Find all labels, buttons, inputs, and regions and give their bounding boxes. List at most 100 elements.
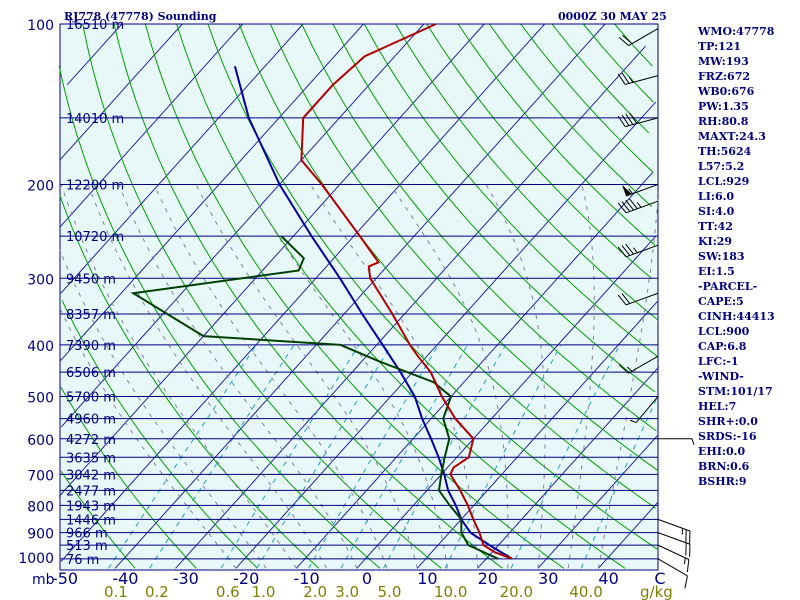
wind-barb-flag [621, 72, 630, 84]
index-item: CAP:6.8 [698, 340, 747, 353]
mixing-ratio-tick-label: 10.0 [434, 583, 467, 600]
index-item: LCL:900 [698, 325, 750, 338]
height-label: 10720 m [66, 230, 124, 245]
wind-barb-flag [686, 559, 690, 573]
index-item: SW:183 [698, 250, 745, 263]
index-item: EHI:0.0 [698, 445, 746, 458]
isobar-lines [60, 23, 658, 560]
mixing-ratio-lines [108, 344, 659, 569]
wind-barb-staff [625, 244, 659, 258]
wind-barb-flag [629, 112, 638, 124]
mixing-ratio-tick-label: 40.0 [569, 583, 602, 600]
temperature-tick-label: 0 [362, 569, 372, 588]
wind-barb [617, 112, 659, 128]
index-item: TT:42 [698, 220, 733, 233]
height-label: 4960 m [66, 413, 116, 428]
wind-barb-flag [618, 36, 629, 46]
index-item: STM:101/17 [698, 385, 773, 398]
moist-adiabat-line [60, 184, 297, 569]
mixing-ratio-tick-label: 0.1 [104, 583, 128, 600]
height-label: 12200 m [66, 178, 124, 193]
height-label: 2477 m [66, 484, 116, 499]
wind-barb-flag [622, 34, 633, 44]
dry-adiabat-line [363, 23, 658, 357]
wind-barb-staff [657, 518, 691, 532]
temperature-tick-label: 40 [598, 569, 618, 588]
wind-barb-staff [635, 396, 659, 423]
dry-adiabat-line [582, 23, 654, 103]
wind-barb-flag [617, 115, 626, 127]
wind-barb-half-flag [683, 557, 686, 565]
isotherm-line [59, 23, 183, 161]
height-label: 16510 m [66, 18, 124, 33]
moist-adiabat-line [195, 184, 418, 569]
wind-barb-flag [621, 114, 630, 126]
mixing-ratio-line [580, 396, 659, 569]
moist-adiabat-line [118, 184, 358, 569]
index-item: L57:5.2 [698, 160, 745, 173]
wind-barb-half-flag [628, 76, 634, 83]
moist-adiabat-line [567, 184, 595, 569]
moist-adiabat-line [597, 184, 660, 569]
pressure-axis-unit: mb [32, 572, 55, 588]
index-item: WMO:47778 [698, 25, 775, 38]
pressure-tick-label: 600 [27, 433, 54, 449]
mixing-ratio-line [108, 344, 257, 569]
temperature-tick-label: 10 [417, 569, 437, 588]
moist-adiabat-line [389, 184, 509, 569]
isotherm-line [60, 23, 304, 294]
index-item: MAXT:24.3 [698, 130, 766, 143]
wind-barb [617, 292, 659, 306]
wind-barb [617, 243, 659, 258]
index-item: RH:80.8 [698, 115, 749, 128]
mixing-ratio-line [149, 344, 295, 569]
chart-title: RJ778 (47778) Sounding [64, 10, 217, 23]
wind-barb-flag [618, 364, 629, 374]
wind-barb-staff [657, 544, 690, 560]
moist-adiabat-line [59, 307, 237, 569]
isotherm-line [59, 23, 244, 228]
temperature-tick-label: -40 [112, 569, 138, 588]
height-label: 1446 m [66, 513, 116, 528]
dry-adiabat-line [60, 386, 197, 569]
wind-barb [657, 558, 688, 589]
index-item: SHR+:0.0 [698, 415, 758, 428]
isotherm-line [296, 172, 653, 569]
mixing-ratio-line [340, 344, 468, 569]
wind-barb [617, 72, 659, 85]
pressure-tick-label: 1000 [18, 551, 54, 567]
mixing-ratio-line [510, 344, 621, 569]
isotherm-line [537, 434, 659, 569]
mixing-ratio-tick-label: 1.0 [252, 583, 276, 600]
wind-barb-flag [617, 294, 627, 306]
moist-adiabat-line [485, 184, 546, 569]
chart-datetime: 0000Z 30 MAY 25 [558, 10, 667, 23]
wind-barb-flag [617, 202, 627, 214]
pressure-tick-label: 100 [27, 18, 54, 34]
wind-barb [657, 532, 691, 557]
height-label: 966 m [66, 527, 108, 542]
mixing-ratio-tick-label: 5.0 [378, 583, 402, 600]
dry-adiabat-line [520, 23, 654, 173]
index-item: TH:5624 [698, 145, 752, 158]
wind-barb-half-flag [633, 247, 638, 254]
height-label: 14010 m [66, 112, 124, 127]
wind-barb-staff [657, 558, 688, 577]
wind-barb-half-flag [630, 419, 637, 424]
index-item: MW:193 [698, 55, 749, 68]
height-label: 7390 m [66, 339, 116, 354]
index-item: FRZ:672 [698, 70, 751, 83]
index-item: CINH:44413 [698, 310, 775, 323]
mixing-ratio-tick-label: 0.6 [216, 583, 240, 600]
index-item: TP:121 [698, 40, 742, 53]
wind-barb-staff [628, 28, 659, 47]
dewpoint-trace [130, 235, 499, 560]
dry-adiabat-line [58, 66, 381, 569]
index-item: -PARCEL- [698, 280, 758, 293]
wind-barb [657, 544, 690, 573]
wind-barb-staff [657, 532, 691, 545]
height-label: 6506 m [66, 366, 116, 381]
dry-adiabat-line [269, 23, 659, 472]
dry-adiabat-line [332, 23, 656, 393]
